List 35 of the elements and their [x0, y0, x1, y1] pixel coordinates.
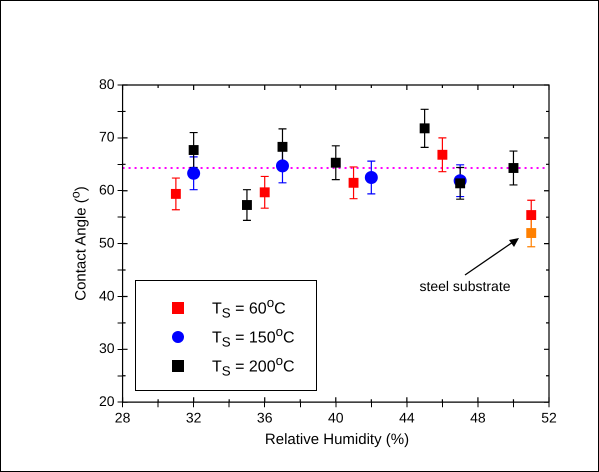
point — [188, 145, 199, 155]
point — [437, 150, 448, 160]
point — [330, 158, 341, 168]
x-axis-title: Relative Humidity (%) — [264, 431, 410, 448]
y-tick-label: 40 — [98, 287, 115, 304]
annotation: steel substrate — [419, 278, 511, 294]
x-tick-label: 28 — [114, 409, 131, 426]
point — [455, 178, 466, 188]
point — [260, 187, 270, 198]
point — [170, 188, 181, 199]
x-tick-label: 36 — [256, 409, 273, 426]
legend-label: T$_{S}$ = 60$^{o}$C — [212, 294, 286, 320]
x-tick-label: 32 — [186, 409, 202, 426]
y-tick-label: 60 — [98, 182, 115, 198]
y-tick-label: 80 — [98, 76, 115, 92]
point — [242, 200, 252, 210]
x-tick-label: 40 — [328, 409, 344, 426]
point — [526, 210, 536, 220]
y-tick-label: 20 — [98, 393, 115, 410]
point — [508, 163, 518, 173]
x-tick-label: 48 — [470, 409, 486, 426]
point — [526, 228, 536, 238]
point — [278, 142, 288, 152]
legend-label: T$_{S}$ = 200$^{o}$C — [212, 352, 295, 378]
point — [187, 166, 200, 180]
point — [420, 123, 430, 134]
legend-label: T$_{S}$ = 150$^{o}$C — [212, 324, 295, 350]
y-tick-label: 70 — [98, 128, 115, 145]
point — [364, 171, 378, 184]
y-tick-label: 50 — [98, 234, 115, 250]
point — [276, 159, 289, 172]
x-tick-label: 44 — [399, 409, 415, 426]
x-tick-label: 52 — [541, 409, 557, 426]
y-tick-label: 30 — [98, 340, 115, 356]
point — [348, 178, 359, 188]
